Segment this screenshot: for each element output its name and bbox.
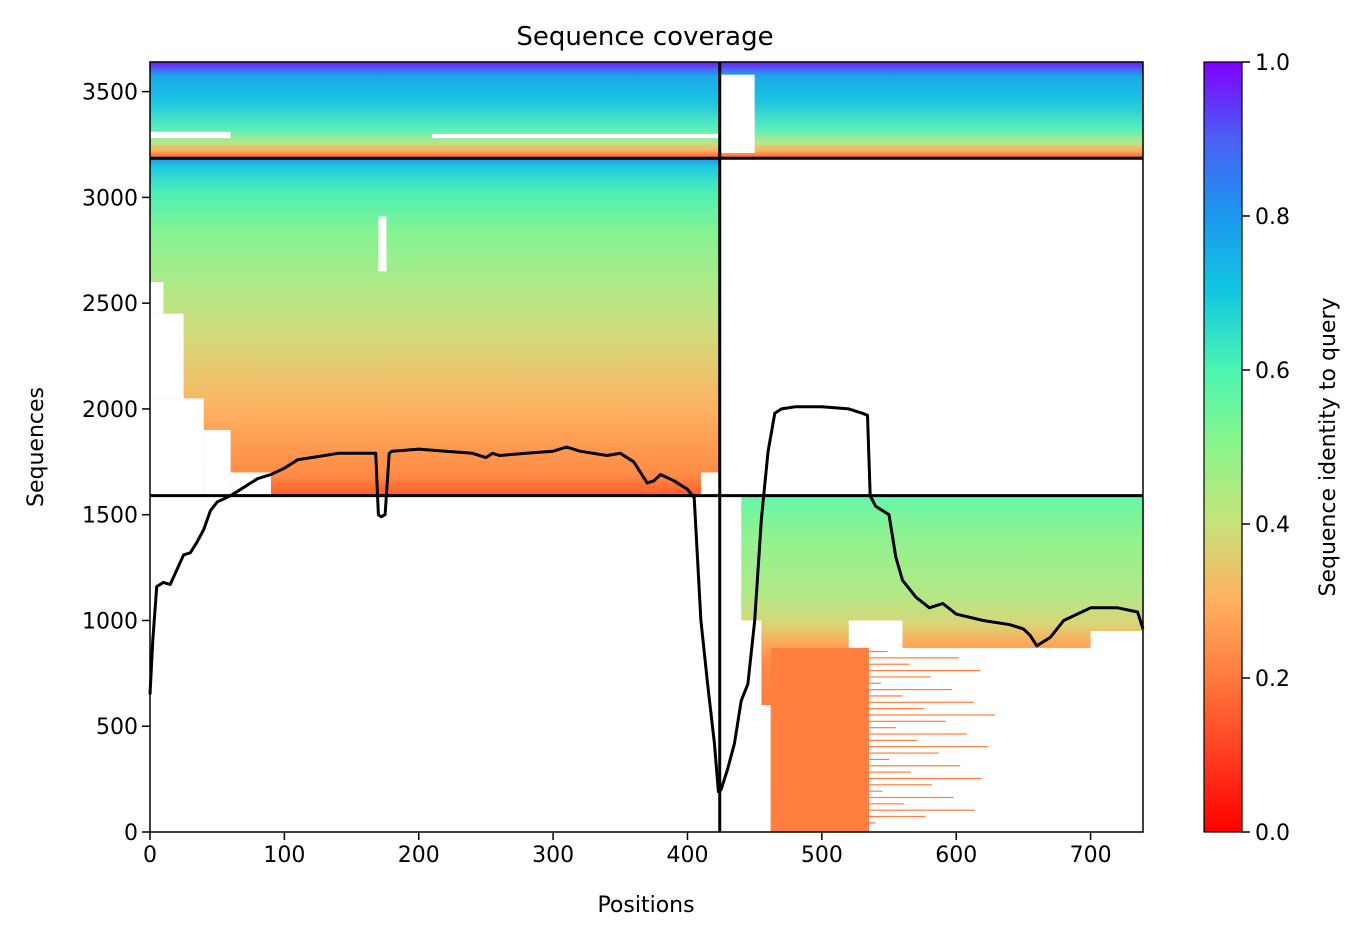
coverage-line bbox=[148, 405, 1145, 794]
coverage-gap-8 bbox=[432, 133, 720, 139]
low-identity-fragment bbox=[868, 739, 918, 741]
coverage-gap-1 bbox=[150, 313, 184, 399]
x-axis-title: Positions bbox=[597, 893, 694, 918]
low-identity-fragment bbox=[868, 790, 883, 792]
low-identity-fragment bbox=[868, 771, 911, 773]
colorbar-label: Sequence identity to query bbox=[1316, 297, 1341, 596]
colorbar-tick-label: 0.8 bbox=[1255, 205, 1290, 230]
x-tick-label: 100 bbox=[263, 843, 305, 868]
heatmap-block-top-left bbox=[150, 62, 720, 159]
coverage-gap-3 bbox=[203, 430, 231, 496]
x-tick-label: 0 bbox=[143, 843, 157, 868]
heatmap-block-middle-left bbox=[150, 158, 720, 496]
low-identity-fragment bbox=[868, 682, 881, 684]
low-identity-fragment bbox=[868, 765, 961, 767]
low-identity-fragment bbox=[868, 746, 989, 748]
coverage-gap-16 bbox=[848, 620, 903, 648]
low-identity-fragment bbox=[868, 822, 876, 824]
colorbar-tick-label: 0.0 bbox=[1255, 821, 1290, 846]
x-tick-label: 300 bbox=[532, 843, 574, 868]
y-tick-label: 2500 bbox=[82, 292, 138, 317]
colorbar-tick-label: 0.2 bbox=[1255, 667, 1290, 692]
low-identity-fragment bbox=[868, 809, 976, 811]
y-tick-label: 1500 bbox=[82, 504, 138, 529]
low-identity-fragment bbox=[868, 663, 910, 665]
coverage-gap-7 bbox=[150, 131, 231, 139]
chart-title: Sequence coverage bbox=[516, 22, 773, 52]
low-identity-fragment bbox=[868, 815, 926, 818]
coverage-gap-6 bbox=[378, 216, 387, 272]
colorbar-tick-label: 0.4 bbox=[1255, 513, 1290, 538]
coverage-gap-5 bbox=[700, 472, 720, 496]
y-tick-label: 3500 bbox=[82, 81, 138, 106]
low-identity-fragment bbox=[868, 669, 981, 672]
coverage-gap-15 bbox=[1090, 631, 1143, 648]
dense-low-identity-block bbox=[770, 647, 869, 832]
x-tick-label: 200 bbox=[398, 843, 440, 868]
colorbar-tick-label: 0.6 bbox=[1255, 359, 1290, 384]
y-tick-label: 2000 bbox=[82, 398, 138, 423]
coverage-gap-10 bbox=[719, 495, 742, 621]
low-identity-fragment bbox=[868, 777, 982, 780]
y-axis-title: Sequences bbox=[24, 387, 49, 507]
low-identity-fragment bbox=[868, 720, 946, 722]
heatmap-block-top-right bbox=[719, 62, 1143, 159]
low-identity-fragment bbox=[868, 650, 888, 653]
colorbar bbox=[1203, 61, 1243, 833]
coverage-gap-9 bbox=[719, 74, 755, 153]
low-identity-fragment bbox=[868, 676, 931, 678]
y-tick-label: 500 bbox=[96, 715, 138, 740]
low-identity-fragment bbox=[868, 733, 967, 735]
low-identity-fragment bbox=[868, 657, 959, 659]
coverage-gap-13 bbox=[875, 647, 1143, 832]
low-identity-fragment bbox=[868, 708, 924, 710]
x-tick-label: 500 bbox=[801, 843, 843, 868]
x-axis-ticks: 0 100 200 300 400 500 600 700 bbox=[143, 832, 1112, 868]
x-tick-label: 400 bbox=[666, 843, 708, 868]
y-tick-label: 0 bbox=[124, 821, 138, 846]
low-identity-fragment bbox=[868, 803, 904, 805]
coverage-gap-0 bbox=[150, 398, 204, 496]
low-identity-fragment bbox=[868, 701, 974, 703]
plot-frame bbox=[149, 61, 1144, 833]
low-identity-fragment bbox=[868, 784, 933, 786]
low-identity-fragment bbox=[868, 727, 896, 729]
coverage-gap-2 bbox=[150, 282, 164, 314]
y-axis-ticks: 0 500 1000 1500 2000 2500 3000 3500 bbox=[82, 81, 150, 846]
low-identity-fragment bbox=[868, 758, 890, 761]
coverage-line-layer bbox=[148, 405, 1145, 794]
low-identity-fragment bbox=[868, 752, 939, 754]
x-tick-label: 600 bbox=[935, 843, 977, 868]
block-boundary-layer bbox=[150, 62, 1143, 832]
low-identity-fragment bbox=[868, 796, 954, 799]
y-tick-label: 1000 bbox=[82, 609, 138, 634]
x-tick-label: 700 bbox=[1070, 843, 1112, 868]
low-identity-fragment bbox=[868, 689, 953, 691]
colorbar-tick-label: 1.0 bbox=[1255, 51, 1290, 76]
low-identity-fragment bbox=[868, 714, 996, 716]
low-identity-fragment bbox=[868, 695, 903, 697]
colorbar-ticks: 0.0 0.2 0.4 0.6 0.8 1.0 bbox=[1242, 51, 1290, 846]
y-tick-label: 3000 bbox=[82, 186, 138, 211]
coverage-gap-11 bbox=[719, 620, 762, 706]
